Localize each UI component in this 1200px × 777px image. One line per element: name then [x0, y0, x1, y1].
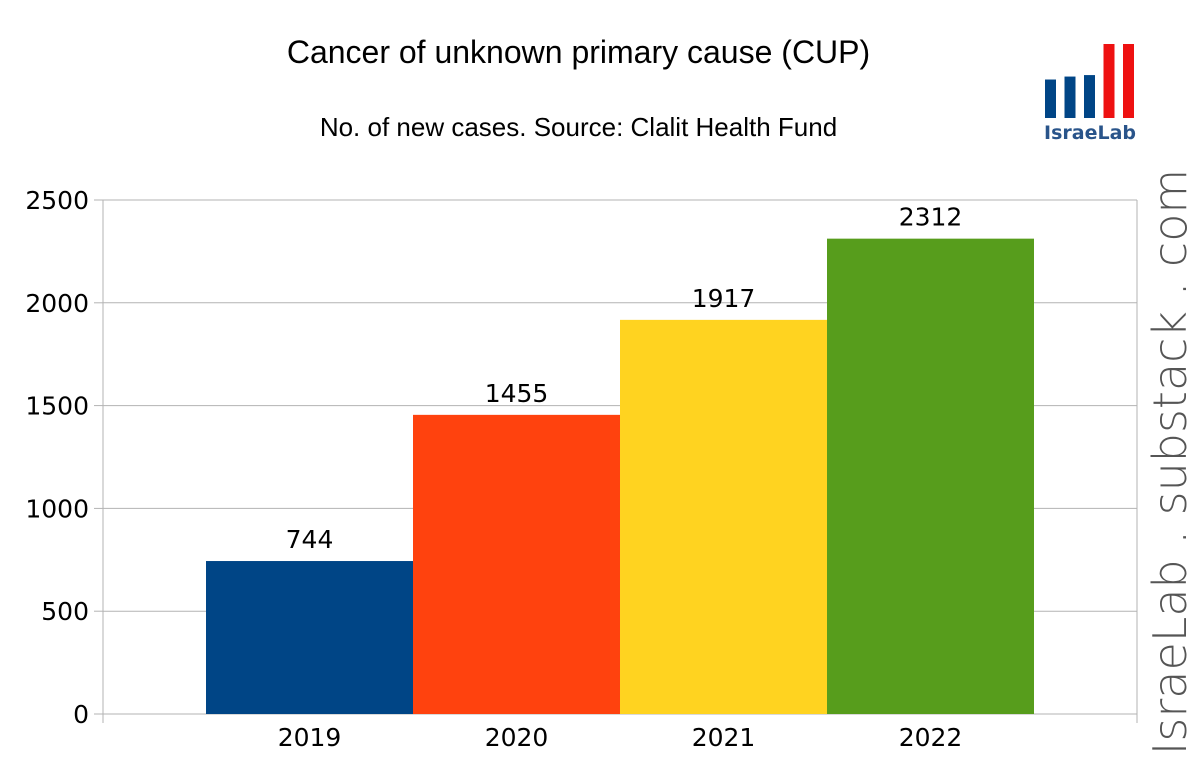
israelab-logo: IsraeLab — [1041, 40, 1139, 144]
data-label-2020: 1455 — [485, 379, 549, 408]
y-tick-label: 2000 — [25, 289, 89, 318]
bars — [206, 238, 1034, 714]
logo-bar — [1103, 44, 1115, 118]
bar-2019 — [206, 561, 413, 714]
data-label-2022: 2312 — [899, 203, 963, 232]
data-label-2021: 1917 — [692, 284, 756, 313]
chart-subtitle: No. of new cases. Source: Clalit Health … — [319, 112, 838, 142]
labels: 0 500 1000 1500 2000 2500 744 2019 1455 2020 1917 2… — [25, 186, 962, 752]
bar-2021 — [620, 319, 827, 714]
x-tick-label-2019: 2019 — [278, 723, 342, 752]
bar-2020 — [413, 414, 620, 714]
logo-bar — [1123, 44, 1134, 118]
x-tick-label-2020: 2020 — [485, 723, 549, 752]
x-tick-label-2022: 2022 — [899, 723, 963, 752]
y-tick-label: 500 — [41, 597, 89, 626]
logo-bar — [1064, 76, 1076, 118]
y-tick-label: 1000 — [25, 494, 89, 523]
logo-bar — [1084, 75, 1095, 118]
y-tick-label: 1500 — [25, 392, 89, 421]
y-tick-label: 2500 — [25, 186, 89, 215]
x-tick-label-2021: 2021 — [692, 723, 756, 752]
data-label-2019: 744 — [286, 525, 334, 554]
logo-bars-graphic — [1045, 44, 1134, 118]
logo-bar — [1045, 79, 1056, 118]
logo-text: IsraeLab — [1044, 122, 1136, 144]
chart-title: Cancer of unknown primary cause (CUP) — [286, 34, 871, 70]
y-tick-label: 0 — [73, 700, 89, 729]
bar-2022 — [827, 238, 1034, 714]
